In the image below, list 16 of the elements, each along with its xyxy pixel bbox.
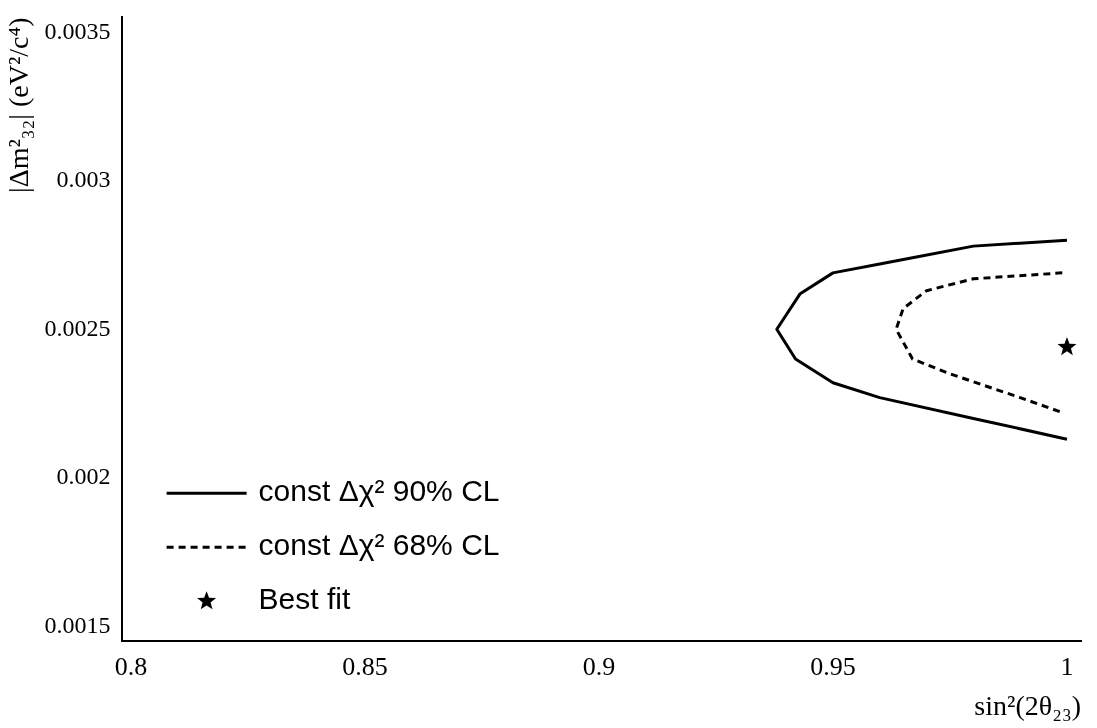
legend-label: const Δχ² 90% CL	[258, 474, 500, 508]
x-tick-label: 0.9	[582, 651, 616, 681]
y-tick-label: 0.002	[56, 463, 111, 490]
y-tick-label: 0.0015	[44, 611, 111, 638]
x-tick-label: 1	[1060, 651, 1074, 681]
x-tick-label: 0.85	[342, 651, 388, 681]
y-tick-label: 0.0025	[44, 314, 111, 341]
x-axis-title: sin²(2θ₂₃)	[974, 689, 1081, 721]
x-tick-label: 0.8	[114, 651, 148, 681]
y-tick-label: 0.003	[56, 166, 111, 193]
x-tick-label: 0.95	[810, 651, 856, 681]
y-tick-label: 0.0035	[44, 17, 111, 44]
legend-label: const Δχ² 68% CL	[258, 528, 500, 562]
legend-label: Best fit	[258, 582, 351, 616]
line-series	[894, 271, 1064, 414]
y-axis-title: |Δm²₃₂| (eV²/c⁴)	[3, 17, 35, 193]
